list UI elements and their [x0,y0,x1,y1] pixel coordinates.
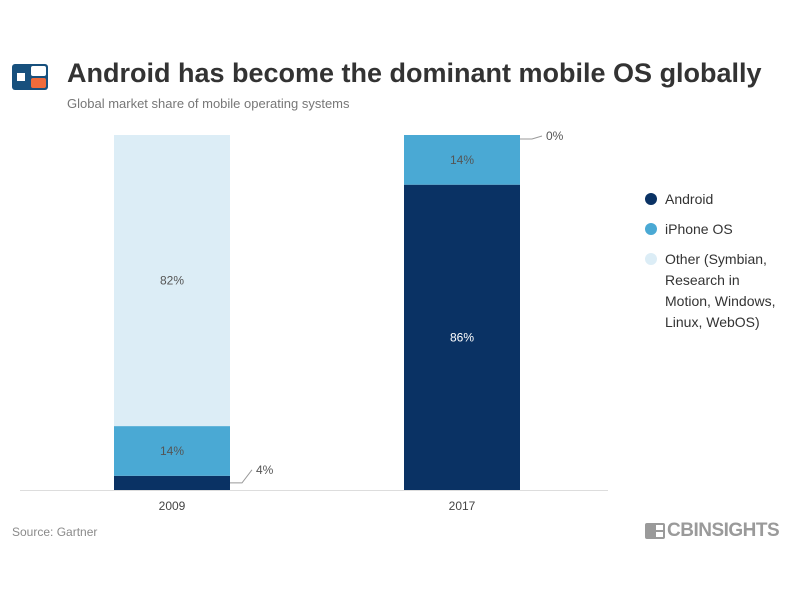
x-tick-label-2017: 2017 [449,499,476,513]
legend-label-android-line-1: Android [665,191,713,207]
leader-line-2009-android [230,469,253,484]
legend-label-other-line-3: Motion, Windows, [665,293,775,309]
cb-insights-logo [12,64,48,90]
cb-insights-brand-icon [645,523,665,539]
bar-2009-iphone [114,426,230,476]
data-label-2017-iphone: 14% [450,153,474,167]
data-label-2009-iphone: 14% [160,444,184,458]
data-label-2017-other: 0% [546,129,564,143]
chart-subtitle: Global market share of mobile operating … [67,96,350,111]
brand-name: CBINSIGHTS [667,520,780,541]
legend-marker-iphone [645,223,657,235]
chart-title: Android has become the dominant mobile O… [67,58,762,88]
legend-label-other-line-4: Linux, WebOS) [665,314,760,330]
legend-label-other-line-2: Research in [665,272,740,288]
data-label-2009-android: 4% [256,463,274,477]
source-note: Source: Gartner [12,525,98,539]
legend-label-iphone-line-1: iPhone OS [665,221,733,237]
legend-label-other-line-1: Other (Symbian, [665,251,767,267]
bar-2009-android [114,475,230,490]
x-tick-label-2009: 2009 [159,499,186,513]
legend-marker-android [645,193,657,205]
bar-2017-iphone [404,135,520,185]
data-label-2017-android: 86% [450,330,474,344]
legend-marker-other [645,253,657,265]
leader-line-2017-other [520,135,543,140]
data-label-2009-other: 82% [160,274,184,288]
bar-2017-android [404,184,520,490]
bar-2009-other [114,135,230,427]
